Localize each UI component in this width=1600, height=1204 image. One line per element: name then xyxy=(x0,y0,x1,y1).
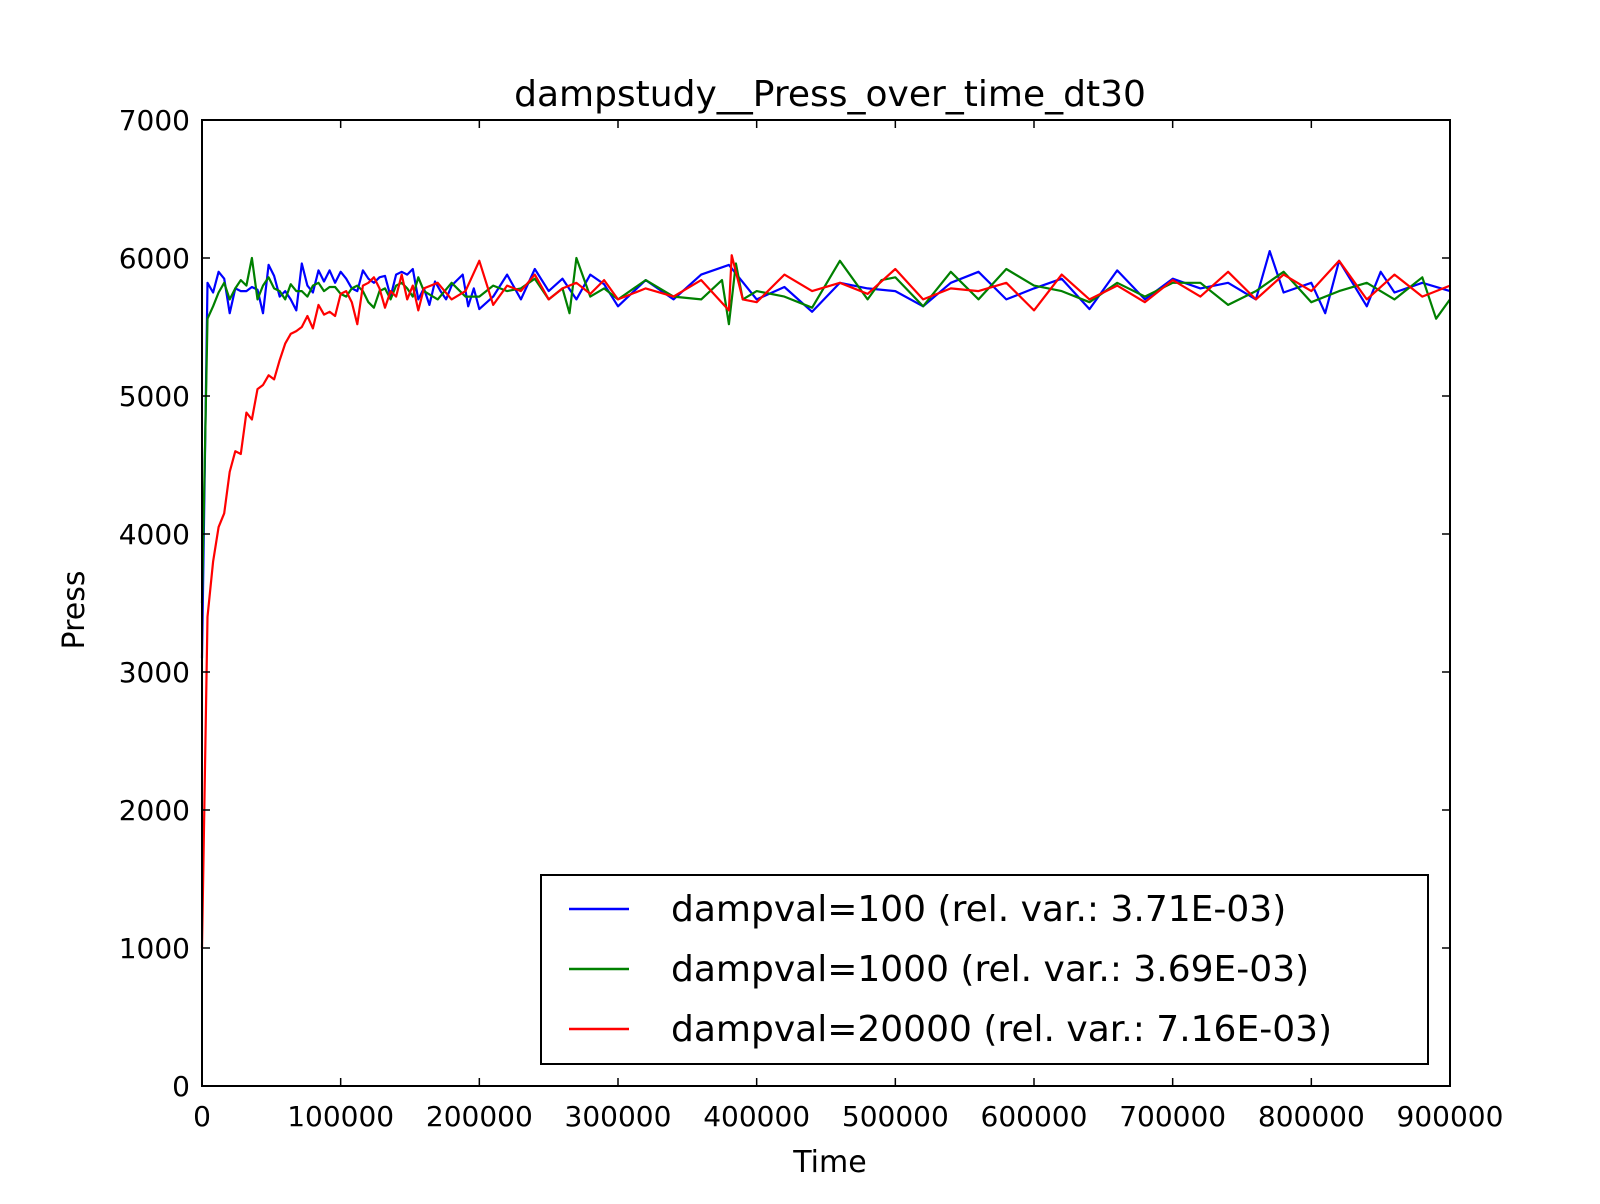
x-tick-label: 300000 xyxy=(565,1100,672,1133)
x-tick-label: 700000 xyxy=(1119,1100,1226,1133)
y-tick-label: 7000 xyxy=(119,104,190,137)
y-axis-label: Press xyxy=(57,571,92,650)
series-layer xyxy=(200,250,1451,949)
x-axis-label: Time xyxy=(792,1145,866,1180)
legend-label-1: dampval=100 (rel. var.: 3.71E-03) xyxy=(671,889,1286,930)
legend-label-3: dampval=20000 (rel. var.: 7.16E-03) xyxy=(671,1009,1332,1050)
x-tick-label: 100000 xyxy=(287,1100,394,1133)
x-tick-label: 0 xyxy=(193,1100,211,1133)
y-tick-label: 1000 xyxy=(119,932,190,965)
x-tick-label: 400000 xyxy=(703,1100,810,1133)
legend-box xyxy=(540,874,1429,1065)
y-tick-label: 5000 xyxy=(119,380,190,413)
x-tick-label: 600000 xyxy=(981,1100,1088,1133)
x-tick-label: 800000 xyxy=(1258,1100,1365,1133)
x-tick-label: 900000 xyxy=(1397,1100,1504,1133)
x-tick-label: 500000 xyxy=(842,1100,949,1133)
series-line-1 xyxy=(200,250,1451,659)
y-tick-label: 0 xyxy=(172,1070,190,1103)
legend: dampval=100 (rel. var.: 3.71E-03) dampval… xyxy=(540,874,1429,1065)
y-tick-label: 4000 xyxy=(119,518,190,551)
y-tick-label: 2000 xyxy=(119,794,190,827)
x-tick-label: 200000 xyxy=(426,1100,533,1133)
plot-frame xyxy=(201,119,1451,1087)
series-line-3 xyxy=(200,254,1451,949)
legend-label-2: dampval=1000 (rel. var.: 3.69E-03) xyxy=(671,949,1309,990)
chart-title: dampstudy__Press_over_time_dt30 xyxy=(514,74,1146,115)
tick-layer: 0 100000 200000 300000 400000 500000 600000 700… xyxy=(119,104,1504,1133)
series-line-2 xyxy=(200,256,1451,604)
y-tick-label: 6000 xyxy=(119,242,190,275)
y-tick-label: 3000 xyxy=(119,656,190,689)
